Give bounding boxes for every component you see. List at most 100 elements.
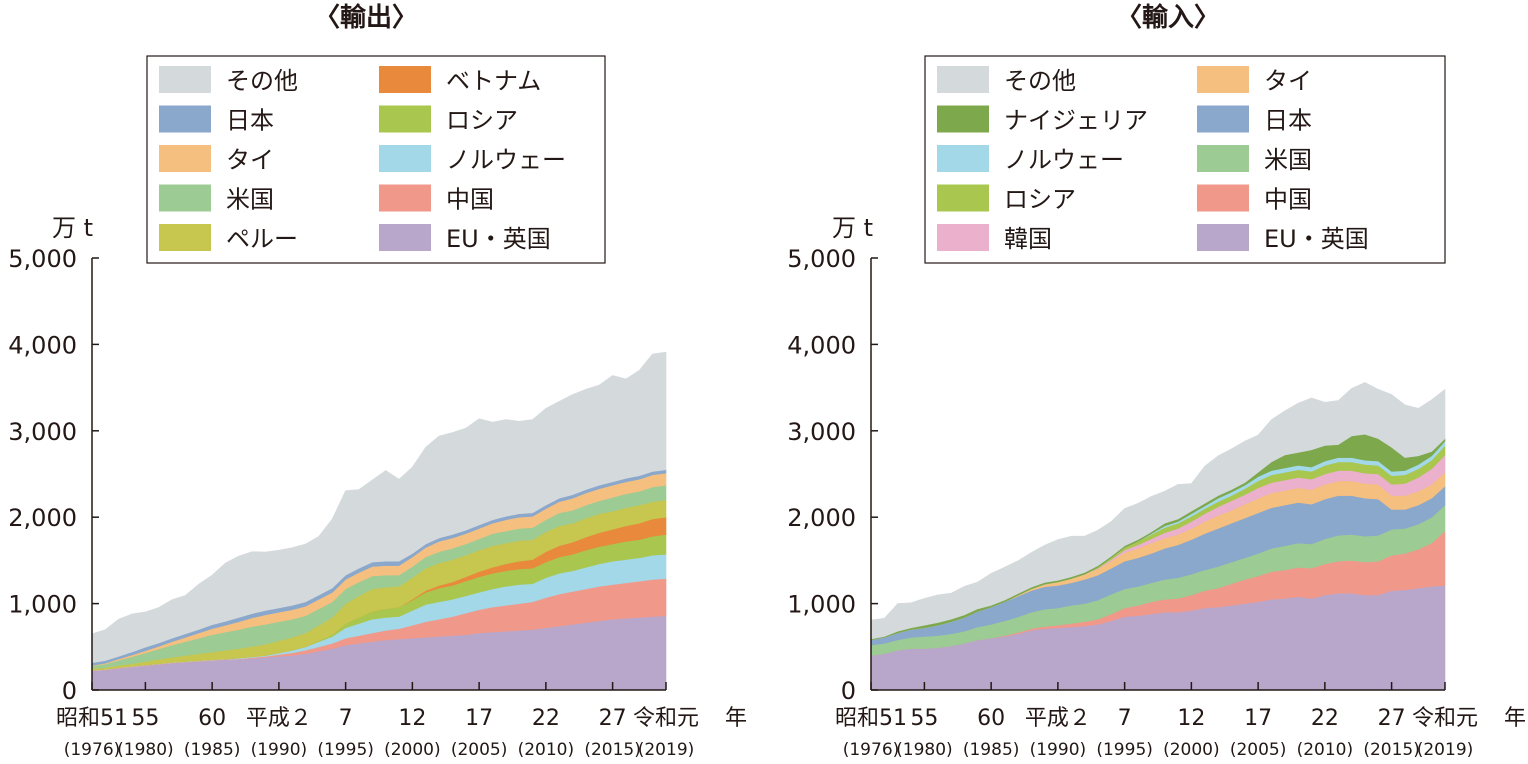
stacked-area-series xyxy=(870,382,1446,691)
legend-label: ノルウェー xyxy=(1004,146,1124,174)
x-tick-label: 昭和51 xyxy=(56,706,128,731)
x-tick-label: 22 xyxy=(1311,706,1339,731)
x-tick-year: (1990) xyxy=(1030,740,1087,760)
legend-label: EU・英国 xyxy=(1264,225,1369,253)
x-tick-label: 60 xyxy=(977,706,1005,731)
legend-label: ベトナム xyxy=(446,67,541,95)
x-tick-year: (2005) xyxy=(451,740,508,760)
y-tick-label: 5,000 xyxy=(8,245,77,273)
legend-label: 中国 xyxy=(446,186,494,214)
legend-swatch xyxy=(937,224,989,251)
x-tick-label: 17 xyxy=(465,706,493,731)
y-tick-label: 3,000 xyxy=(8,418,77,446)
y-axis-unit: 万 t xyxy=(832,214,873,242)
x-tick-label: 55 xyxy=(131,706,159,731)
legend-label: ロシア xyxy=(446,107,518,135)
y-tick-label: 2,000 xyxy=(8,504,77,532)
x-tick-label: 昭和51 xyxy=(835,706,907,731)
x-tick-year: (1995) xyxy=(1096,740,1153,760)
legend-label: その他 xyxy=(226,67,298,95)
x-tick-label: 平成２ xyxy=(1025,706,1091,731)
x-tick-label: 7 xyxy=(339,706,353,731)
legend-swatch xyxy=(937,145,989,172)
import-chart: 〈輸入〉 0 1,000 2,000 3,000 4,000 5,000 万 t 昭和51 (19… xyxy=(787,2,1526,760)
y-tick-label: 4,000 xyxy=(787,331,856,359)
x-tick-year: (2015) xyxy=(584,740,641,760)
legend-label: 米国 xyxy=(1264,146,1312,174)
y-tick-label: 0 xyxy=(62,677,77,705)
x-tick-year: (2000) xyxy=(384,740,441,760)
stacked-area-series xyxy=(91,351,667,691)
x-axis-unit: 年 xyxy=(1504,706,1526,731)
legend-label: 日本 xyxy=(226,107,274,135)
x-tick-year: (2010) xyxy=(518,740,575,760)
legend-swatch xyxy=(1197,224,1249,251)
legend-swatch xyxy=(159,224,211,251)
legend-swatch xyxy=(1197,105,1249,133)
legend-label: タイ xyxy=(226,146,274,174)
legend-swatch xyxy=(937,184,989,212)
legend-swatch xyxy=(379,105,431,133)
legend-swatch xyxy=(937,66,989,93)
legend-swatch xyxy=(379,184,431,212)
export-chart: 〈輸出〉 0 1,000 2,000 3,000 4,000 5,000 万 t 昭和51 (19… xyxy=(8,2,747,760)
y-tick-label: 1,000 xyxy=(8,591,77,619)
x-tick-year: (2005) xyxy=(1230,740,1287,760)
legend-swatch xyxy=(1197,145,1249,172)
x-tick-year: (1985) xyxy=(184,740,241,760)
legend-label: 中国 xyxy=(1264,186,1312,214)
x-tick-label: 12 xyxy=(398,706,426,731)
legend-box xyxy=(924,55,1446,264)
y-tick-label: 4,000 xyxy=(8,331,77,359)
x-tick-label: 60 xyxy=(198,706,226,731)
legend-swatch xyxy=(379,145,431,172)
legend-swatch xyxy=(159,184,211,212)
x-tick-label: 27 xyxy=(599,706,627,731)
x-tick-year: (1990) xyxy=(251,740,308,760)
legend-label: 日本 xyxy=(1264,107,1312,135)
area-import-series-9 xyxy=(870,382,1446,640)
x-tick-label: 27 xyxy=(1378,706,1406,731)
legend-swatch xyxy=(379,66,431,93)
legend-label: ナイジェリア xyxy=(1004,107,1148,135)
x-tick-year: (1980) xyxy=(896,740,953,760)
legend-label: 韓国 xyxy=(1004,225,1052,253)
legend-label: EU・英国 xyxy=(446,225,551,253)
x-tick-year: (2019) xyxy=(1417,740,1474,760)
area-export-series-9 xyxy=(91,351,667,664)
x-tick-label: 平成２ xyxy=(246,706,312,731)
legend-swatch xyxy=(379,224,431,251)
y-tick-label: 3,000 xyxy=(787,418,856,446)
x-tick-year: (1995) xyxy=(317,740,374,760)
x-tick-year: (2019) xyxy=(638,740,695,760)
legend-label: ロシア xyxy=(1004,186,1076,214)
legend-label: ノルウェー xyxy=(446,146,566,174)
x-tick-label: 55 xyxy=(910,706,938,731)
legend-label: ペルー xyxy=(226,225,298,253)
x-tick-label: 令和元 xyxy=(1412,706,1478,731)
y-axis-unit: 万 t xyxy=(52,214,93,242)
x-tick-year: (1976) xyxy=(64,740,121,760)
x-tick-year: (2015) xyxy=(1363,740,1420,760)
x-tick-year: (2010) xyxy=(1297,740,1354,760)
legend-swatch xyxy=(1197,66,1249,93)
y-tick-label: 5,000 xyxy=(787,245,856,273)
y-tick-label: 0 xyxy=(841,677,856,705)
legend-label: その他 xyxy=(1004,67,1076,95)
x-tick-year: (1980) xyxy=(117,740,174,760)
legend-label: タイ xyxy=(1264,67,1312,95)
legend-swatch xyxy=(159,66,211,93)
x-tick-year: (2000) xyxy=(1163,740,1220,760)
legend-label: 米国 xyxy=(226,186,274,214)
x-tick-label: 令和元 xyxy=(633,706,699,731)
x-axis-unit: 年 xyxy=(725,706,747,731)
x-tick-year: (1976) xyxy=(843,740,900,760)
x-tick-label: 12 xyxy=(1177,706,1205,731)
legend-swatch xyxy=(1197,184,1249,212)
x-tick-label: 22 xyxy=(532,706,560,731)
legend-swatch xyxy=(159,145,211,172)
y-tick-label: 2,000 xyxy=(787,504,856,532)
